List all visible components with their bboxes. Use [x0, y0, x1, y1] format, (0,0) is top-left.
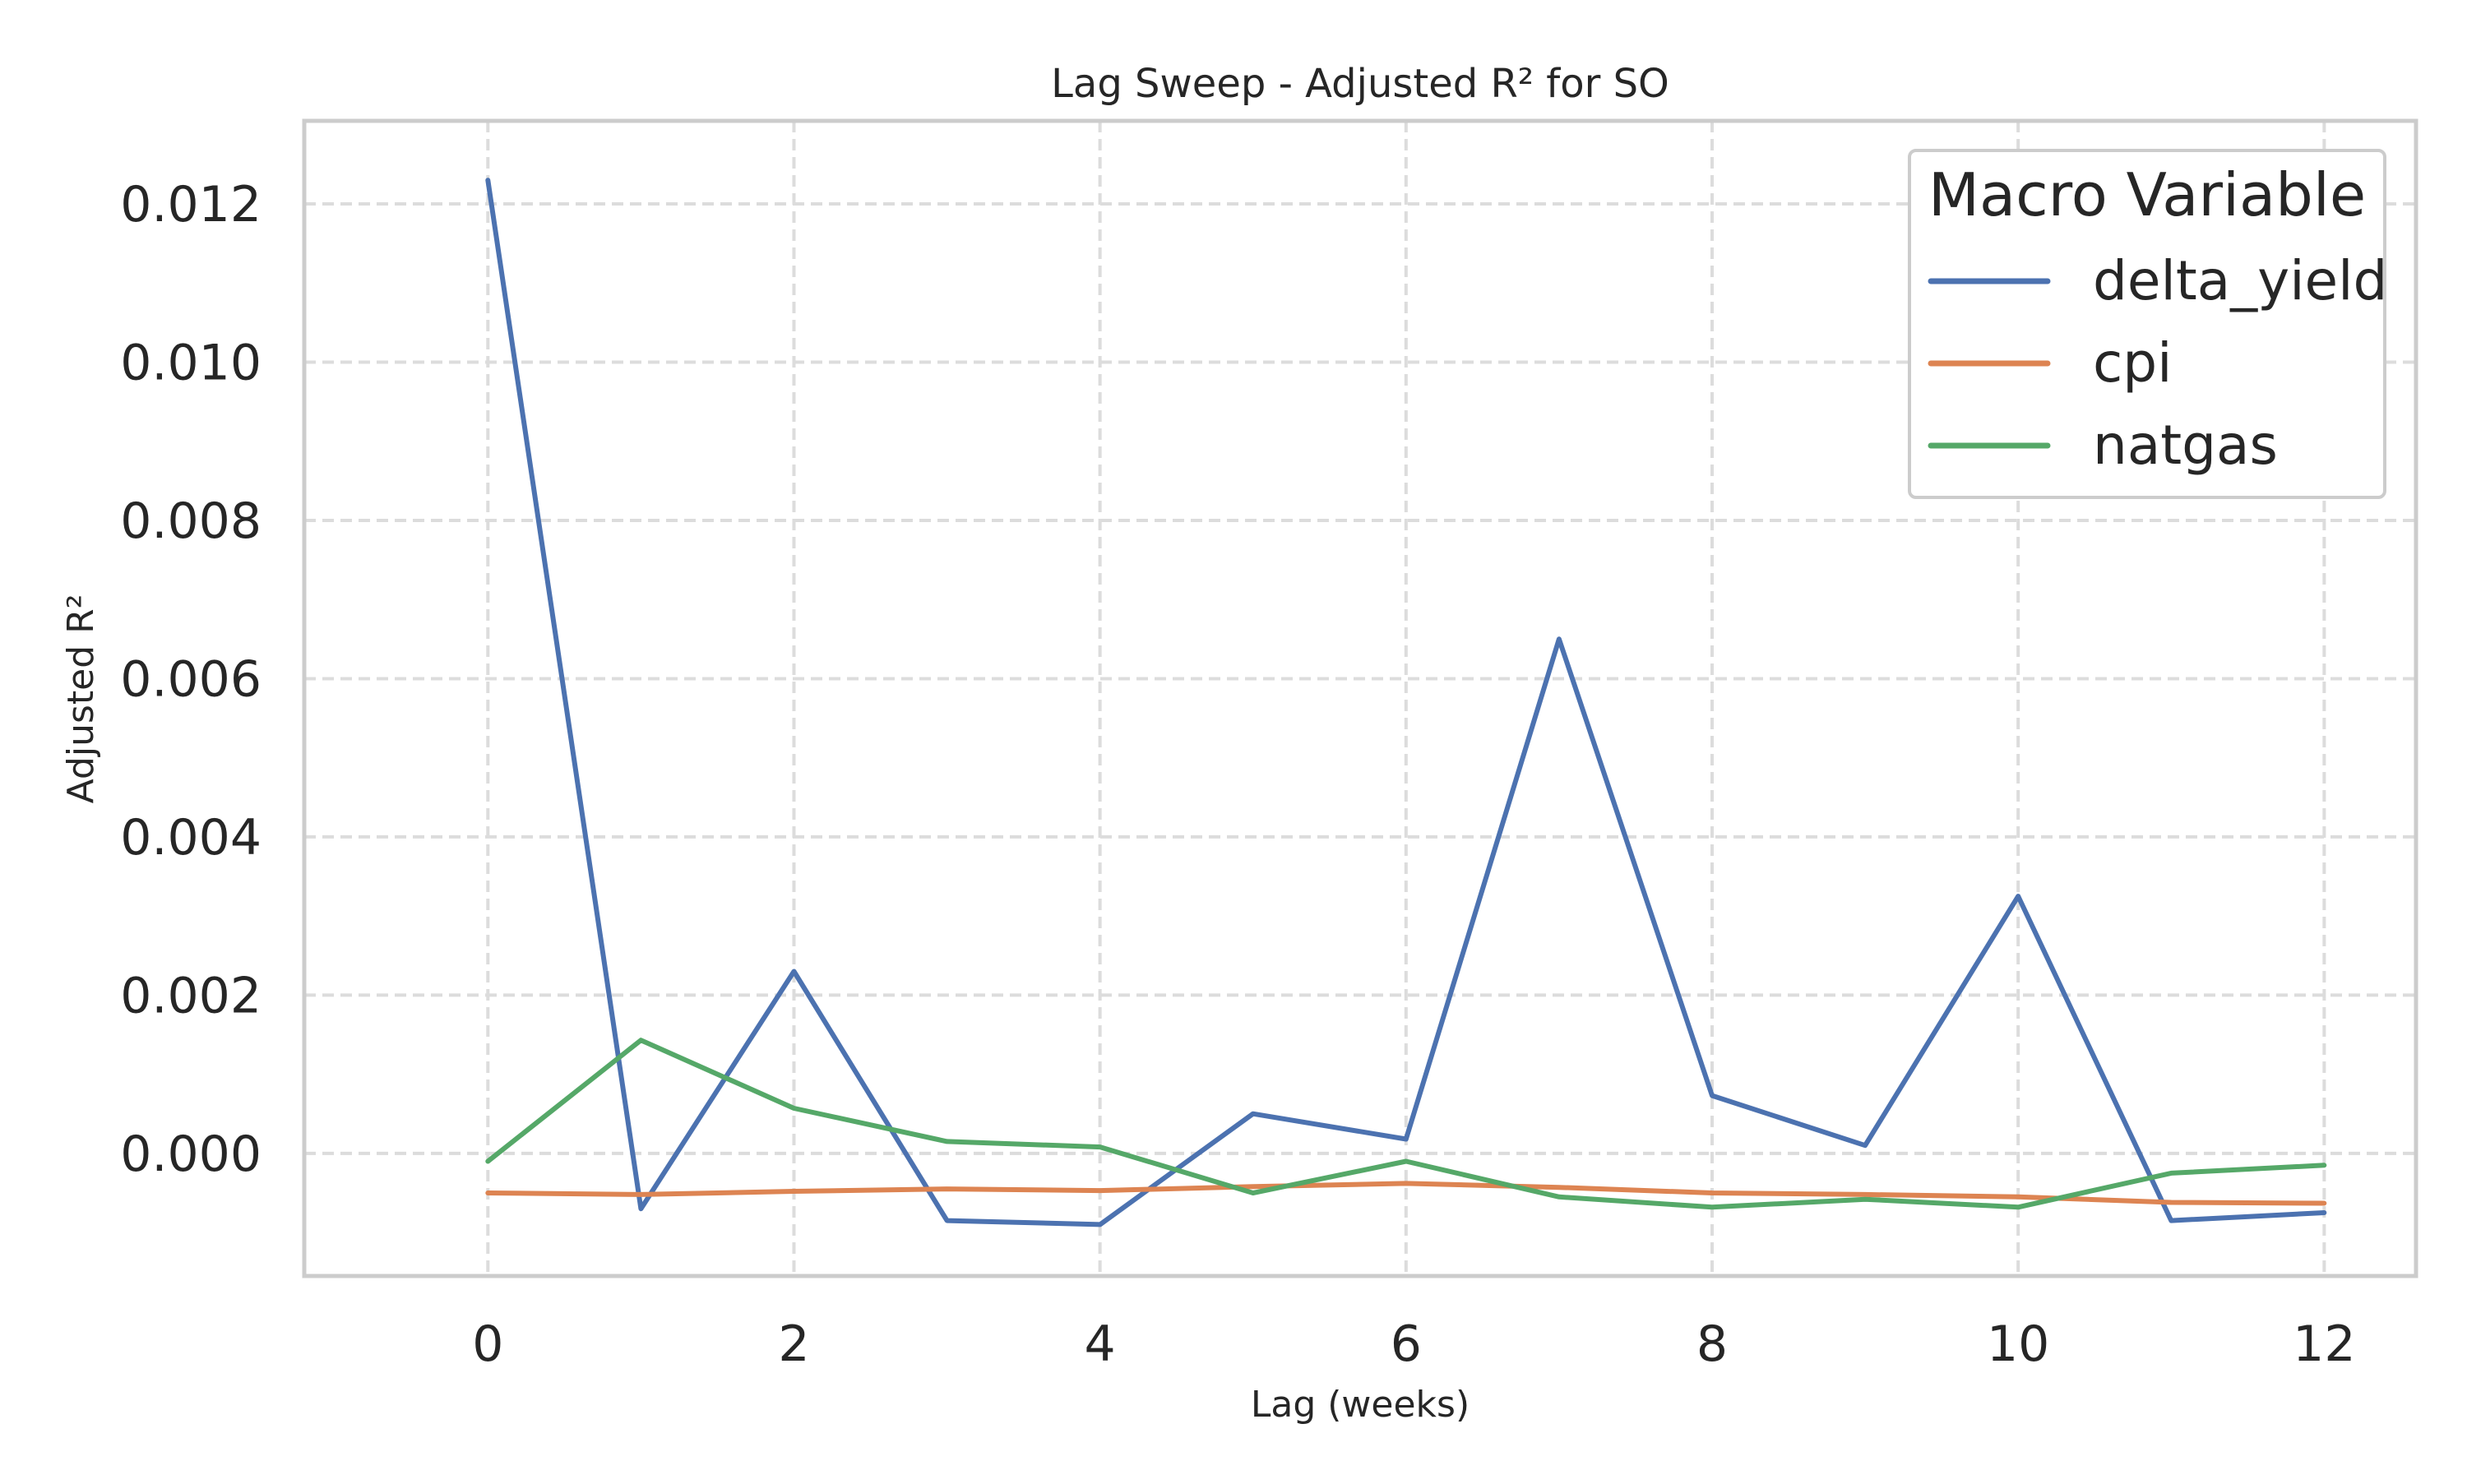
x-tick-label: 10	[1987, 1315, 2049, 1373]
y-tick-label: 0.008	[120, 492, 262, 550]
plot-frame	[302, 118, 2418, 1278]
y-axis-label: Adjusted R²	[60, 594, 102, 804]
x-tick-label: 6	[1391, 1315, 1422, 1373]
x-tick-label: 8	[1696, 1315, 1728, 1373]
chart-title: Lag Sweep - Adjusted R² for SO	[1051, 61, 1669, 107]
legend-label: cpi	[2093, 331, 2173, 395]
tick-labels: 0 2 4 6 8 10 12 0.000 0.002 0.004 0.006 0.008 0.010 0…	[120, 176, 2355, 1373]
x-tick-label: 2	[778, 1315, 809, 1373]
legend-item-natgas[interactable]: natgas	[1928, 414, 2278, 477]
y-tick-label: 0.004	[120, 809, 262, 867]
x-axis-label: Lag (weeks)	[1251, 1384, 1470, 1426]
series-line-cpi[interactable]	[485, 1181, 2327, 1206]
y-tick-label: 0.002	[120, 967, 262, 1024]
legend-label: natgas	[2093, 414, 2278, 477]
x-tick-label: 12	[2293, 1315, 2355, 1373]
y-tick-label: 0.012	[120, 176, 262, 233]
legend-label: delta_yield	[2093, 249, 2387, 312]
x-tick-label: 0	[472, 1315, 503, 1373]
legend-item-cpi[interactable]: cpi	[1928, 331, 2173, 395]
series-line-delta-yield[interactable]	[485, 178, 2327, 1227]
y-tick-label: 0.006	[120, 650, 262, 708]
series-line-natgas[interactable]	[485, 1038, 2327, 1210]
legend-box	[1908, 149, 2386, 499]
y-tick-label: 0.010	[120, 335, 262, 392]
legend-title: Macro Variable	[1928, 160, 2366, 229]
x-tick-label: 4	[1085, 1315, 1116, 1373]
grid	[304, 121, 2416, 1276]
legend-item-delta-yield[interactable]: delta_yield	[1928, 249, 2387, 312]
y-tick-label: 0.000	[120, 1126, 262, 1183]
series-lines	[485, 178, 2327, 1227]
